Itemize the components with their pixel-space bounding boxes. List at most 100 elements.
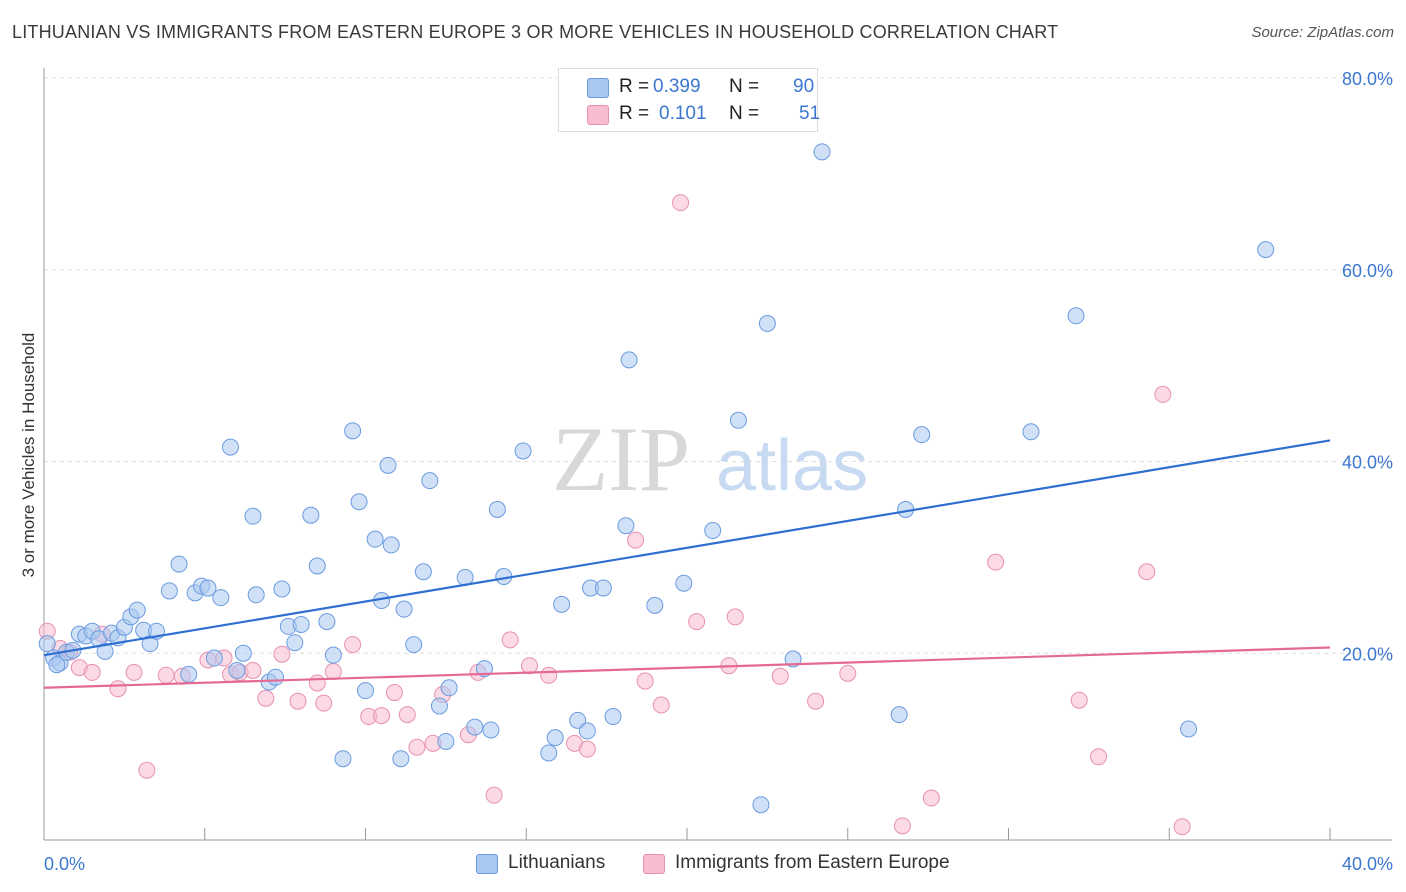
data-point <box>482 721 500 739</box>
data-point <box>244 507 262 525</box>
series-immigrants-points <box>38 194 1191 836</box>
data-point <box>308 557 326 575</box>
data-point <box>1173 818 1191 836</box>
data-point <box>344 422 362 440</box>
watermark-zip: ZIP <box>552 408 690 510</box>
data-point <box>344 636 362 654</box>
y-tick-label: 80.0% <box>1342 69 1393 89</box>
r-label: R = <box>619 103 650 124</box>
data-point <box>893 817 911 835</box>
data-point <box>266 668 284 686</box>
data-point <box>324 662 342 680</box>
data-point <box>414 563 432 581</box>
grid-lines <box>44 77 1392 654</box>
data-point <box>578 740 596 758</box>
data-point <box>987 553 1005 571</box>
data-point <box>379 456 397 474</box>
data-point <box>813 143 831 161</box>
data-point <box>199 579 217 597</box>
data-point <box>675 574 693 592</box>
data-point <box>157 666 175 684</box>
data-point <box>170 555 188 573</box>
data-point <box>228 662 246 680</box>
data-point <box>440 679 458 697</box>
data-point <box>617 517 635 535</box>
data-point <box>501 631 519 649</box>
data-point <box>569 711 587 729</box>
data-point <box>286 634 304 652</box>
legend-swatch-pink <box>643 854 665 874</box>
data-point <box>257 689 275 707</box>
data-point <box>1022 423 1040 441</box>
x-tick-label-min: 0.0% <box>44 854 85 874</box>
y-tick-label: 20.0% <box>1342 644 1393 664</box>
data-point <box>646 596 664 614</box>
data-point <box>807 692 825 710</box>
data-point <box>83 663 101 681</box>
data-point <box>758 314 776 332</box>
data-point <box>1090 748 1108 766</box>
data-point <box>334 750 352 768</box>
axes <box>43 68 1392 841</box>
data-point <box>385 684 403 702</box>
data-point <box>244 662 262 680</box>
data-point <box>627 531 645 549</box>
data-point <box>1154 385 1172 403</box>
data-point <box>357 682 374 700</box>
data-point <box>350 493 368 511</box>
data-point <box>652 696 670 714</box>
data-point <box>373 707 391 725</box>
data-point <box>302 506 320 524</box>
data-point <box>520 657 538 675</box>
watermark-atlas: atlas <box>716 426 868 506</box>
data-point <box>636 672 654 690</box>
data-point <box>234 644 252 662</box>
n-value: 51 <box>799 103 821 124</box>
data-point <box>96 642 114 660</box>
data-point <box>546 729 564 747</box>
x-tick-label-max: 40.0% <box>1342 854 1393 874</box>
data-point <box>289 692 307 710</box>
data-point <box>421 472 439 490</box>
data-point <box>620 351 638 369</box>
data-point <box>292 615 310 633</box>
legend-label: Immigrants from Eastern Europe <box>675 852 950 873</box>
y-tick-labels: 20.0% 40.0% 60.0% 80.0% <box>1342 69 1393 664</box>
data-point <box>395 600 413 618</box>
data-point <box>726 608 744 626</box>
data-point <box>578 722 596 740</box>
data-point <box>392 750 410 768</box>
data-point <box>405 636 423 654</box>
data-point <box>514 442 532 460</box>
data-point <box>688 613 706 631</box>
r-value: 0.101 <box>659 103 707 124</box>
y-axis-title: 3 or more Vehicles in Household <box>19 333 38 578</box>
legend-swatch-blue <box>476 854 498 874</box>
data-point <box>205 649 223 667</box>
data-point <box>160 582 178 600</box>
legend-swatch-pink <box>587 105 609 125</box>
data-point <box>488 500 506 518</box>
y-tick-label: 40.0% <box>1342 453 1393 473</box>
data-point <box>273 645 291 663</box>
data-point <box>752 796 770 814</box>
data-point <box>318 613 336 631</box>
data-point <box>430 697 448 715</box>
data-point <box>125 663 143 681</box>
data-point <box>382 536 400 554</box>
data-point <box>109 680 127 698</box>
r-value: 0.399 <box>653 76 701 97</box>
data-point <box>1180 720 1198 738</box>
n-label: N = <box>729 103 760 124</box>
data-point <box>273 580 291 598</box>
series-lithuanians-points <box>38 143 1275 814</box>
y-tick-label: 60.0% <box>1342 261 1393 281</box>
data-point <box>247 586 265 604</box>
source-label: Source: ZipAtlas.com <box>1251 24 1394 41</box>
data-point <box>540 744 558 762</box>
data-point <box>913 426 931 444</box>
data-point <box>466 718 484 736</box>
trend-line-lithuanians <box>43 439 1331 657</box>
legend-label: Lithuanians <box>508 852 606 873</box>
